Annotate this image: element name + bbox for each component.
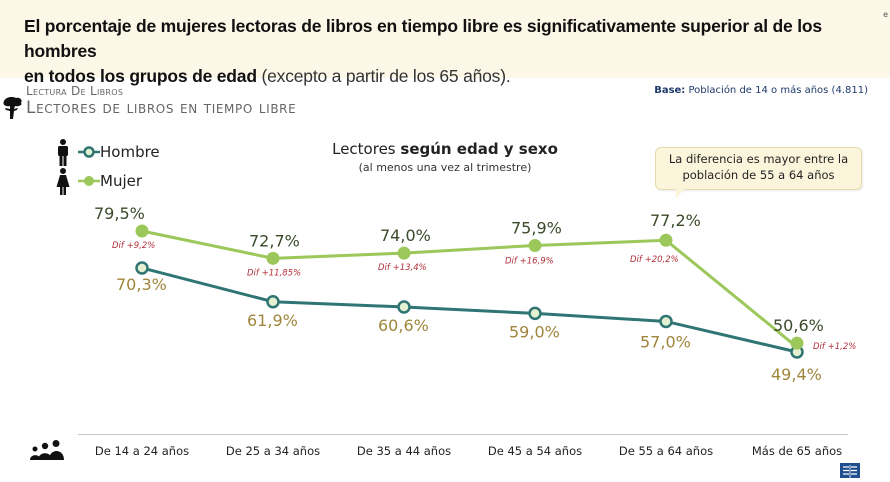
- mujer-value-label: 77,2%: [650, 211, 701, 230]
- legend-hombre-marker: [78, 146, 100, 158]
- x-tick-label: De 25 a 34 años: [226, 444, 320, 458]
- difference-label: Dif +1,2%: [813, 342, 856, 352]
- mujer-value-label: 75,9%: [511, 218, 562, 237]
- hombre-point: [266, 295, 280, 309]
- callout-line-1: La diferencia es mayor entre la: [668, 152, 849, 166]
- hombre-point: [659, 314, 673, 329]
- x-tick-label: De 45 a 54 años: [488, 444, 582, 458]
- mujer-value-label: 79,5%: [94, 204, 145, 223]
- mujer-value-label: 74,0%: [380, 226, 431, 245]
- section-category: Lectura De Libros: [26, 84, 124, 98]
- section-title: Lectores de libros en tiempo libre: [26, 98, 297, 118]
- hombre-value-label: 70,3%: [116, 275, 167, 294]
- callout-tail: [676, 187, 686, 199]
- hombre-point: [397, 300, 411, 314]
- headline-text: El porcentaje de mujeres lectoras de lib…: [24, 14, 844, 89]
- annotation-callout: La diferencia es mayor entre la població…: [655, 147, 862, 190]
- mujer-value-label: 50,6%: [773, 316, 824, 335]
- chart-title: Lectores según edad y sexo: [300, 140, 590, 158]
- chart-title-plain: Lectores: [332, 140, 401, 158]
- x-tick-label: De 35 a 44 años: [357, 444, 451, 458]
- hombre-point: [528, 306, 542, 321]
- mujer-series-line: [141, 229, 798, 349]
- hombre-point: [135, 261, 149, 275]
- people-group-icon: [30, 440, 64, 460]
- tree-icon: [3, 97, 22, 119]
- x-tick-label: De 14 a 24 años: [95, 444, 189, 458]
- callout-line-2: población de 55 a 64 años: [682, 168, 835, 182]
- x-tick-label: De 55 a 64 años: [619, 444, 713, 458]
- legend-hombre-label: Hombre: [100, 143, 160, 161]
- hombre-value-label: 60,6%: [378, 316, 429, 335]
- difference-label: Dif +9,2%: [112, 241, 155, 251]
- mujer-point: [135, 224, 149, 238]
- mujer-point: [528, 238, 542, 252]
- corner-mark: e: [883, 10, 888, 19]
- hombre-series-line: [141, 266, 798, 354]
- hombre-value-label: 57,0%: [640, 332, 691, 351]
- chart-subtitle: (al menos una vez al trimestre): [358, 161, 532, 174]
- legend-mujer: Mujer: [78, 172, 142, 190]
- hombre-value-label: 61,9%: [247, 311, 298, 330]
- mujer-point: [397, 246, 411, 260]
- difference-label: Dif +16,9%: [505, 256, 554, 266]
- mujer-value-label: 72,7%: [249, 231, 300, 250]
- hombre-value-label: 49,4%: [771, 365, 822, 384]
- book-logo-icon: [840, 463, 860, 478]
- mujer-point: [266, 251, 280, 265]
- headline-banner: El porcentaje de mujeres lectoras de lib…: [0, 0, 890, 86]
- base-label: Base:: [654, 85, 686, 96]
- headline-bold-1: El porcentaje de mujeres lectoras de lib…: [24, 16, 822, 61]
- headline-bold-2: en todos los grupos de edad: [24, 66, 257, 86]
- base-value: Población de 14 o más años (4.811): [685, 85, 868, 96]
- x-axis-line: [78, 434, 848, 435]
- x-tick-label: Más de 65 años: [752, 444, 842, 458]
- difference-label: Dif +20,2%: [630, 255, 679, 265]
- difference-label: Dif +11,85%: [247, 268, 301, 278]
- hombre-value-label: 59,0%: [509, 322, 560, 341]
- mujer-point: [790, 336, 804, 350]
- difference-label: Dif +13,4%: [378, 263, 427, 273]
- legend-hombre: Hombre: [78, 143, 160, 161]
- headline-light: (excepto a partir de los 65 años).: [256, 66, 511, 86]
- chart-title-bold: según edad y sexo: [400, 140, 558, 158]
- female-person-icon: [56, 168, 70, 195]
- legend-mujer-label: Mujer: [100, 172, 143, 190]
- base-note: Base: Población de 14 o más años (4.811): [654, 85, 868, 96]
- legend-mujer-marker: [78, 176, 100, 186]
- mujer-point: [659, 233, 673, 247]
- male-person-icon: [58, 139, 68, 166]
